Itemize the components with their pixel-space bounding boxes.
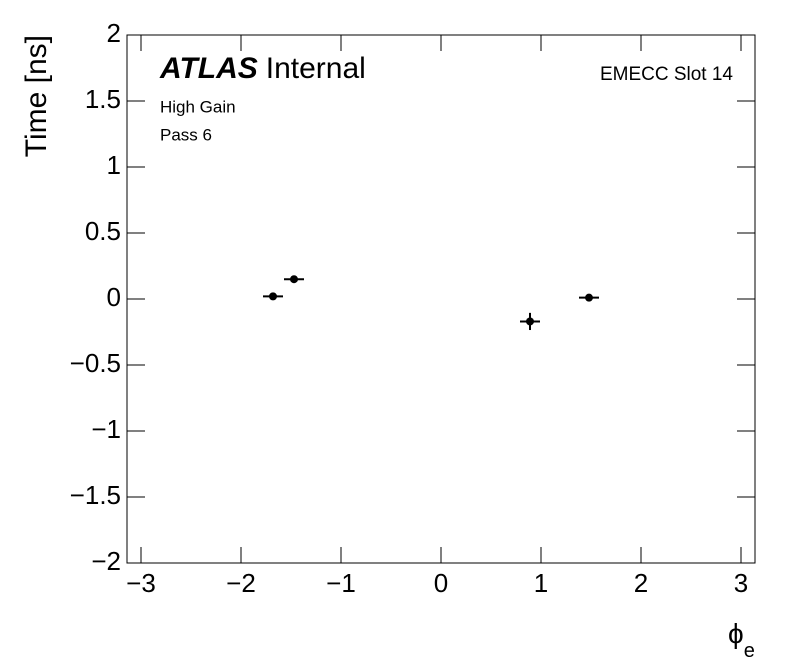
x-tick-label: 0 (434, 568, 448, 598)
corner-label: EMECC Slot 14 (600, 64, 733, 85)
data-point (290, 275, 298, 284)
annotation: High Gain (160, 97, 236, 116)
atlas-sub: Internal (266, 52, 366, 85)
x-tick-label: 2 (634, 568, 648, 598)
data-point (585, 293, 593, 302)
y-tick-label: −1 (91, 414, 121, 444)
x-axis-label: ϕe (728, 618, 755, 662)
y-tick-label: 1.5 (85, 84, 121, 114)
data-point (526, 317, 534, 326)
y-tick-label: −0.5 (70, 348, 121, 378)
atlas-label: ATLAS Internal (159, 52, 366, 85)
y-tick-label: −1.5 (70, 480, 121, 510)
x-tick-label: −2 (226, 568, 256, 598)
x-tick-label: −1 (326, 568, 356, 598)
y-tick-label: 0 (107, 282, 121, 312)
x-tick-label: 1 (534, 568, 548, 598)
y-tick-label: 2 (107, 18, 121, 48)
y-tick-label: −2 (91, 546, 121, 576)
x-label-subscript: e (744, 640, 755, 662)
annotation: Pass 6 (160, 125, 212, 144)
x-tick-label: 3 (734, 568, 748, 598)
y-tick-label: 0.5 (85, 216, 121, 246)
atlas-main: ATLAS (159, 52, 258, 85)
y-axis-label: Time [ns] (20, 35, 53, 157)
x-tick-label: −3 (126, 568, 156, 598)
x-label-symbol: ϕ (728, 618, 744, 649)
data-point (269, 292, 277, 301)
y-tick-label: 1 (107, 150, 121, 180)
